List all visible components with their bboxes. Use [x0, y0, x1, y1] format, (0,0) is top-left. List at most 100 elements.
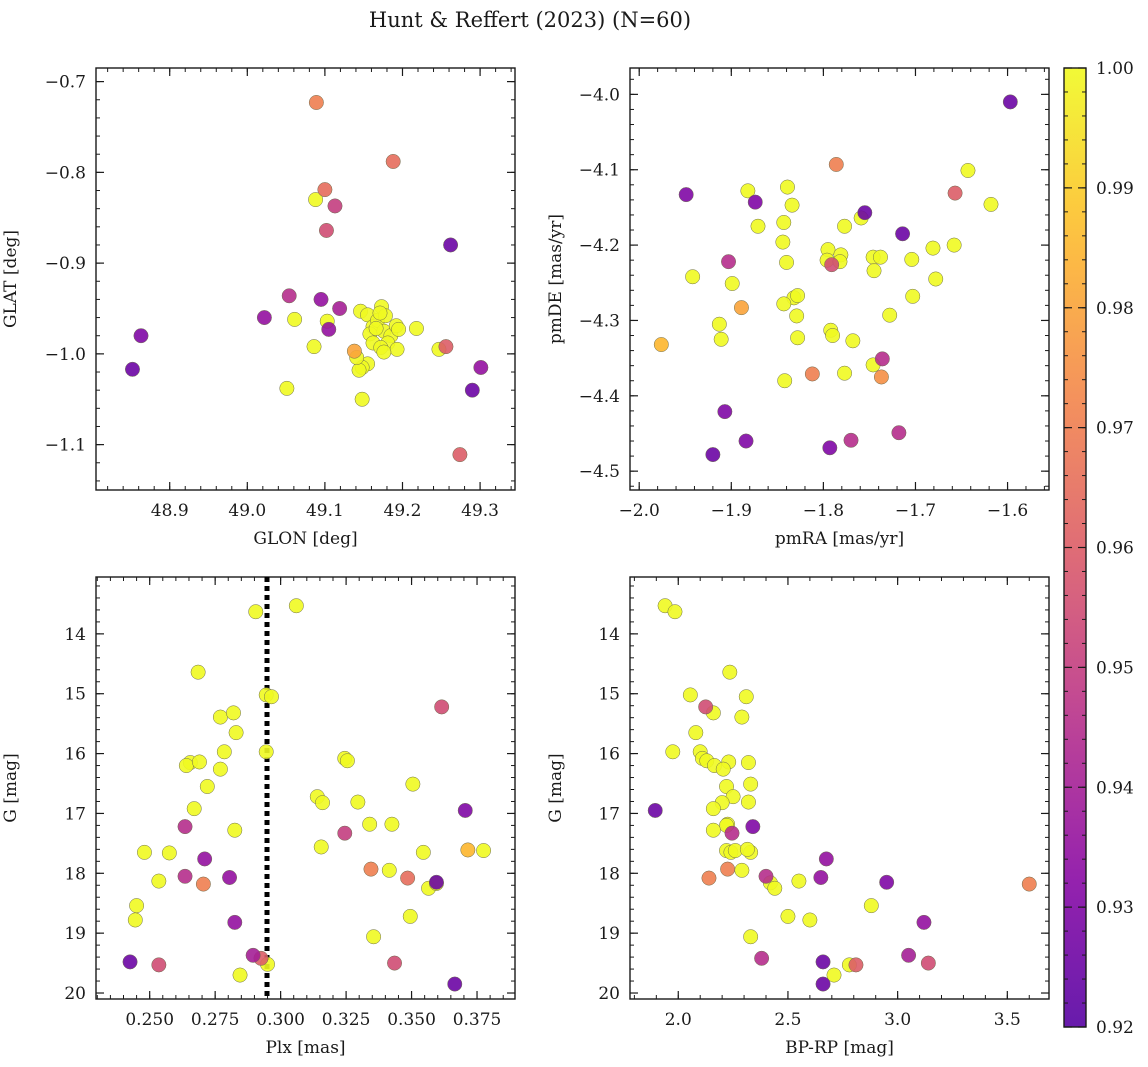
data-point [790, 288, 806, 304]
x-axis-label: pmRA [mas/yr] [775, 529, 904, 549]
data-point [721, 254, 736, 270]
data-point [818, 851, 834, 867]
data-point [715, 761, 731, 777]
colorbar-tick-label: 0.93 [1096, 898, 1134, 918]
data-point [895, 226, 911, 242]
data-point [438, 339, 454, 355]
figure-title: Hunt & Reffert (2023) (N=60) [369, 8, 691, 32]
data-point [775, 234, 791, 250]
data-point [151, 957, 167, 973]
x-tick-label: 49.2 [384, 501, 422, 521]
scatter-panel-glon-glat: 48.9 49.0 49.1 49.2 49.3 −0.7 −0.8 −0.9 −1.0 −1.1… [1, 67, 516, 549]
data-point [837, 365, 853, 381]
y-tick-label: −4.5 [579, 462, 620, 482]
data-point [815, 954, 831, 970]
data-point [308, 95, 324, 110]
data-point [332, 301, 348, 316]
data-point [678, 187, 694, 203]
data-point [804, 366, 820, 382]
data-point [780, 179, 795, 195]
y-tick-label: −4.3 [579, 311, 620, 331]
x-tick-label: −1.8 [803, 501, 844, 521]
data-point [339, 753, 355, 769]
x-tick-label: −1.6 [987, 501, 1028, 521]
x-axis-label: Plx [mas] [265, 1038, 345, 1058]
data-point [754, 950, 770, 966]
data-point [319, 222, 334, 238]
data-point [405, 776, 421, 792]
data-point [653, 337, 669, 353]
data-point [384, 816, 400, 832]
data-point [791, 873, 807, 889]
data-point [327, 198, 343, 214]
colorbar-tick-label: 0.98 [1096, 299, 1134, 319]
data-point [227, 914, 243, 930]
data-point [376, 344, 392, 360]
data-point [443, 237, 459, 253]
y-tick-label: 17 [64, 804, 86, 824]
data-point [190, 664, 206, 680]
y-tick-label: 15 [64, 685, 86, 705]
data-point [362, 816, 378, 832]
data-point [873, 249, 888, 265]
data-point [843, 432, 859, 448]
data-point [464, 382, 480, 398]
data-point [983, 196, 999, 212]
data-point [460, 842, 476, 858]
data-point [281, 288, 297, 304]
x-axis-label: GLON [deg] [253, 529, 357, 549]
data-point [758, 868, 774, 884]
data-point [256, 310, 272, 326]
y-tick-label: 20 [598, 984, 620, 1004]
data-point [734, 709, 750, 725]
y-axis-label: G [mag] [1, 753, 21, 822]
data-point [245, 947, 261, 963]
y-tick-label: 14 [64, 625, 86, 645]
y-tick-label: −4.4 [579, 387, 620, 407]
data-point [822, 440, 838, 456]
data-point [457, 802, 473, 818]
data-point [717, 404, 733, 420]
y-tick-label: 17 [598, 804, 620, 824]
data-point [402, 908, 418, 924]
data-point [368, 321, 384, 336]
data-point [1002, 94, 1018, 110]
data-point [391, 321, 407, 337]
data-point [264, 689, 279, 705]
data-point [665, 744, 681, 760]
data-point [366, 929, 382, 945]
data-point [258, 744, 274, 760]
y-tick-label: 19 [598, 924, 620, 944]
data-point [863, 898, 879, 914]
data-point [199, 779, 215, 794]
y-tick-label: −0.8 [45, 163, 86, 183]
data-point [452, 447, 468, 463]
data-point [724, 276, 740, 291]
data-point [227, 822, 243, 838]
x-tick-label: −1.7 [895, 501, 936, 521]
colorbar-tick-label: 0.96 [1096, 539, 1134, 559]
data-point [837, 218, 853, 234]
data-point [740, 183, 756, 199]
colorbar-tick-label: 0.94 [1096, 778, 1134, 798]
x-tick-label: 0.275 [191, 1010, 240, 1030]
data-point [873, 369, 889, 385]
scatter-panel-pmra-pmde: −2.0 −1.9 −1.8 −1.7 −1.6 −4.0 −4.1 −4.2 −4.3 −4.4… [546, 67, 1050, 549]
data-point [685, 269, 701, 285]
data-point [125, 361, 140, 377]
y-axis-label: GLAT [deg] [1, 230, 21, 328]
x-tick-label: 3.5 [994, 1010, 1021, 1030]
data-point [705, 801, 721, 817]
data-point [136, 844, 152, 860]
data-point [212, 709, 228, 725]
data-point [1021, 876, 1037, 892]
y-tick-label: −0.9 [45, 254, 86, 274]
data-point [745, 819, 761, 835]
data-point [682, 687, 698, 703]
y-tick-label: −1.0 [45, 345, 86, 365]
data-point [733, 300, 749, 316]
x-tick-label: −1.9 [711, 501, 752, 521]
data-point [776, 296, 792, 312]
x-axis-label: BP-RP [mag] [785, 1038, 894, 1058]
